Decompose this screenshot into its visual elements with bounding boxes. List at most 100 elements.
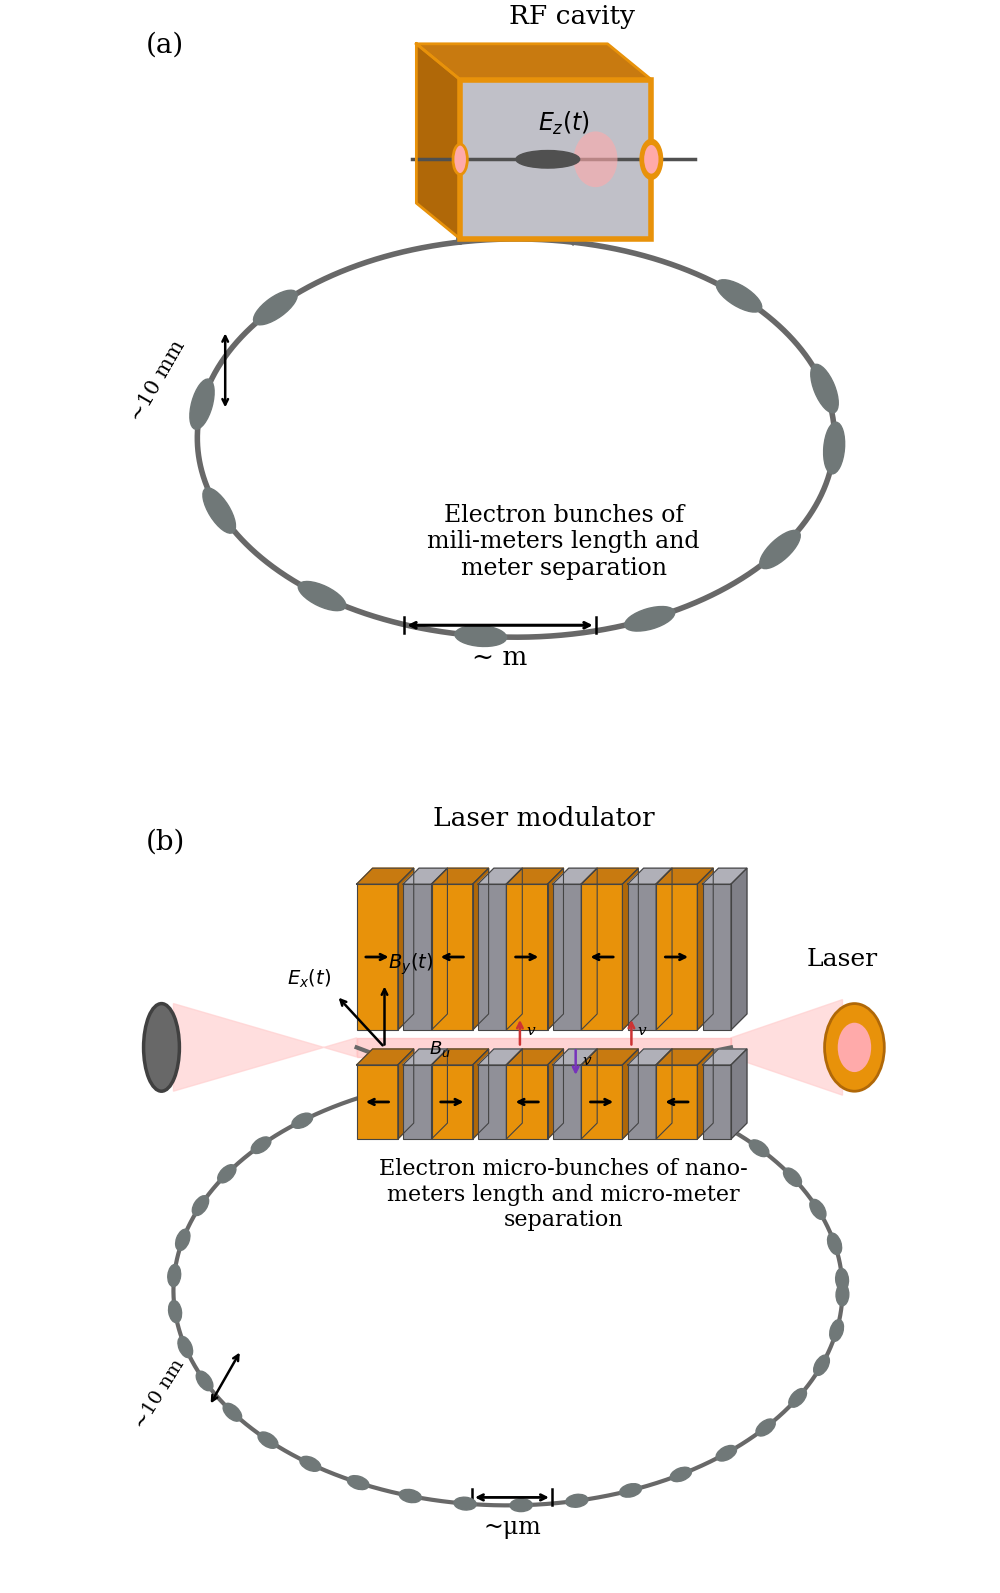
Ellipse shape [716,280,762,312]
Polygon shape [357,868,414,884]
Polygon shape [478,868,522,884]
Ellipse shape [292,1114,313,1128]
Text: $B_u$: $B_u$ [429,1039,451,1059]
Bar [403,884,432,1029]
Bar [432,884,473,1029]
Bar [506,884,548,1029]
Ellipse shape [566,1494,588,1507]
Ellipse shape [168,1265,181,1287]
Polygon shape [622,868,638,1029]
Ellipse shape [625,607,675,631]
Ellipse shape [670,1467,692,1481]
Ellipse shape [144,1004,179,1091]
Text: RF cavity: RF cavity [509,5,635,29]
Ellipse shape [454,1497,476,1510]
Polygon shape [506,868,522,1029]
Ellipse shape [510,1499,532,1512]
Ellipse shape [828,1233,842,1255]
Polygon shape [506,868,563,884]
Polygon shape [703,1048,747,1064]
Ellipse shape [749,1141,769,1157]
Text: (a): (a) [146,32,184,59]
Polygon shape [731,868,747,1029]
Bar [656,884,697,1029]
Polygon shape [478,1048,522,1064]
Polygon shape [357,1048,414,1064]
Ellipse shape [218,1164,236,1184]
Text: Laser: Laser [807,948,878,972]
Ellipse shape [196,1372,213,1391]
Ellipse shape [516,150,580,167]
Text: Electron bunches of
mili-meters length and
meter separation: Electron bunches of mili-meters length a… [427,503,700,580]
Polygon shape [173,1004,357,1091]
Polygon shape [432,868,489,884]
Bar [703,884,731,1029]
Ellipse shape [810,1200,826,1219]
Polygon shape [581,1048,597,1139]
Ellipse shape [574,131,617,186]
Text: ~μm: ~μm [483,1517,541,1539]
Polygon shape [432,868,447,1029]
Ellipse shape [708,1115,729,1131]
Polygon shape [432,1048,447,1139]
Ellipse shape [620,1483,642,1497]
Ellipse shape [825,1004,884,1091]
Ellipse shape [811,365,838,413]
Text: Electron micro-bunches of nano-
meters length and micro-meter
separation: Electron micro-bunches of nano- meters l… [379,1158,748,1231]
Polygon shape [398,1048,414,1139]
Polygon shape [697,868,713,1029]
Ellipse shape [784,1168,801,1187]
Polygon shape [553,1048,597,1064]
Polygon shape [548,868,563,1029]
Text: ~ m: ~ m [472,645,528,669]
Ellipse shape [169,1300,182,1322]
Text: v: v [526,1024,535,1037]
Polygon shape [398,868,414,1029]
Ellipse shape [756,1419,775,1435]
Bar [581,1064,622,1139]
Polygon shape [416,43,651,80]
Ellipse shape [192,1196,209,1215]
Bar [357,884,398,1029]
Ellipse shape [178,1337,193,1357]
Text: Laser modulator: Laser modulator [433,806,655,832]
Ellipse shape [814,1356,829,1375]
Bar [553,1064,581,1139]
Polygon shape [432,1048,489,1064]
Text: $E_x(t)$: $E_x(t)$ [287,969,331,989]
Polygon shape [581,868,597,1029]
Bar [478,1064,506,1139]
Ellipse shape [300,1456,321,1472]
Polygon shape [581,868,638,884]
Polygon shape [656,1048,672,1139]
Ellipse shape [258,1432,278,1448]
Polygon shape [506,1048,522,1139]
Ellipse shape [789,1389,806,1407]
Polygon shape [403,1048,447,1064]
Ellipse shape [251,1137,271,1153]
Ellipse shape [455,626,507,647]
Polygon shape [703,868,747,884]
Bar [628,1064,656,1139]
Polygon shape [656,868,713,884]
Polygon shape [656,868,672,1029]
Ellipse shape [824,422,845,473]
Ellipse shape [836,1268,848,1290]
Ellipse shape [223,1403,242,1421]
Polygon shape [628,868,672,884]
Bar [553,884,581,1029]
Ellipse shape [716,1445,737,1461]
Polygon shape [548,1048,563,1139]
Text: $E_z(t)$: $E_z(t)$ [538,110,590,137]
Ellipse shape [176,1230,190,1251]
Polygon shape [473,868,489,1029]
Polygon shape [656,1048,713,1064]
Ellipse shape [644,145,659,174]
Polygon shape [697,1048,713,1139]
Ellipse shape [838,1023,871,1072]
Bar [460,80,651,239]
Bar [703,1064,731,1139]
Polygon shape [731,1048,747,1139]
Polygon shape [553,868,597,884]
Bar [628,884,656,1029]
